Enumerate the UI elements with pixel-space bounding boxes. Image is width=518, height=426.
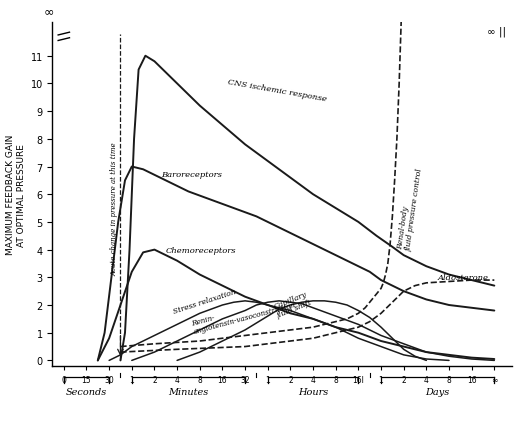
Text: Days: Days xyxy=(426,387,450,396)
Text: Chemoreceptors: Chemoreceptors xyxy=(166,246,236,254)
Text: Acute change in pressure at this time: Acute change in pressure at this time xyxy=(110,142,118,275)
Y-axis label: MAXIMUM FEEDBACK GAIN
AT OPTIMAL PRESSURE: MAXIMUM FEEDBACK GAIN AT OPTIMAL PRESSUR… xyxy=(6,135,26,255)
Text: Baroreceptors: Baroreceptors xyxy=(161,170,222,178)
Text: CNS ischemic response: CNS ischemic response xyxy=(227,78,327,104)
Text: ∞ ||: ∞ || xyxy=(486,26,506,37)
Text: Capillary
fluid shift: Capillary fluid shift xyxy=(272,289,313,319)
Text: Renin-
angiotensin-vasoconstriction: Renin- angiotensin-vasoconstriction xyxy=(191,292,297,336)
Text: Seconds: Seconds xyxy=(66,387,107,396)
Text: Hours: Hours xyxy=(298,387,328,396)
Text: Aldosterone: Aldosterone xyxy=(438,274,488,282)
Text: Stress relaxation: Stress relaxation xyxy=(172,287,237,315)
Text: Renal-body
fluid pressure control: Renal-body fluid pressure control xyxy=(396,166,424,251)
Text: Minutes: Minutes xyxy=(168,387,209,396)
Text: ∞: ∞ xyxy=(44,5,54,18)
